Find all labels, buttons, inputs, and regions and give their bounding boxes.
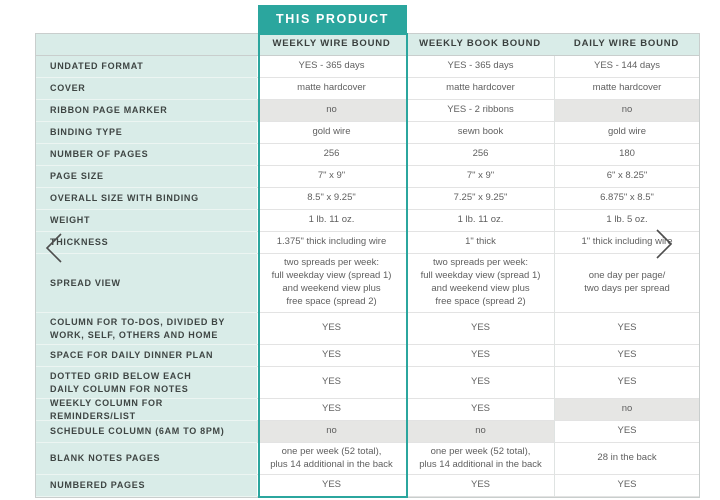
cell-value: no	[257, 421, 406, 443]
cell-value: one per week (52 total), plus 14 additio…	[257, 443, 406, 475]
table-row: SPREAD VIEW two spreads per week: full w…	[36, 254, 699, 313]
carousel-prev-button[interactable]	[43, 231, 67, 265]
table-row: OVERALL SIZE WITH BINDING 8.5" x 9.25" 7…	[36, 188, 699, 210]
table-row: THICKNESS 1.375" thick including wire 1"…	[36, 232, 699, 254]
row-label: COVER	[36, 78, 257, 100]
cell-value: YES	[554, 345, 699, 367]
row-label: UNDATED FORMAT	[36, 56, 257, 78]
row-label: SPREAD VIEW	[36, 254, 257, 313]
product-comparison-table: WEEKLY WIRE BOUND WEEKLY BOOK BOUND DAIL…	[35, 33, 700, 498]
cell-value: matte hardcover	[257, 78, 406, 100]
cell-value: two spreads per week: full weekday view …	[257, 254, 406, 313]
this-product-badge: THIS PRODUCT	[258, 5, 407, 33]
cell-value: 256	[406, 144, 554, 166]
cell-value: two spreads per week: full weekday view …	[406, 254, 554, 313]
row-label: BLANK NOTES PAGES	[36, 443, 257, 475]
table-row: BLANK NOTES PAGES one per week (52 total…	[36, 443, 699, 475]
table-row: UNDATED FORMAT YES - 365 days YES - 365 …	[36, 56, 699, 78]
cell-value: YES - 365 days	[257, 56, 406, 78]
cell-value: gold wire	[257, 122, 406, 144]
cell-value: sewn book	[406, 122, 554, 144]
row-label: DOTTED GRID BELOW EACH DAILY COLUMN FOR …	[36, 367, 257, 399]
cell-value: one per week (52 total), plus 14 additio…	[406, 443, 554, 475]
cell-value: YES	[257, 475, 406, 497]
cell-value: 1" thick including wire	[554, 232, 699, 254]
cell-value: YES	[406, 345, 554, 367]
row-label: NUMBER OF PAGES	[36, 144, 257, 166]
row-label: PAGE SIZE	[36, 166, 257, 188]
cell-value: 1 lb. 11 oz.	[406, 210, 554, 232]
cell-value: 180	[554, 144, 699, 166]
row-label: NUMBERED PAGES	[36, 475, 257, 497]
cell-value: 1 lb. 5 oz.	[554, 210, 699, 232]
cell-value: YES	[406, 475, 554, 497]
table-row: PAGE SIZE 7" x 9" 7" x 9" 6" x 8.25"	[36, 166, 699, 188]
cell-value: no	[406, 421, 554, 443]
cell-value: 6.875" x 8.5"	[554, 188, 699, 210]
chevron-right-icon	[653, 228, 677, 260]
cell-value: 28 in the back	[554, 443, 699, 475]
cell-value: YES	[406, 399, 554, 421]
row-label: COLUMN FOR TO-DOS, DIVIDED BY WORK, SELF…	[36, 313, 257, 345]
column-header-weekly-book-bound: WEEKLY BOOK BOUND	[406, 34, 554, 56]
row-label: WEEKLY COLUMN FOR REMINDERS/LIST	[36, 398, 257, 421]
row-label: SPACE FOR DAILY DINNER PLAN	[36, 345, 257, 367]
table-header-row: WEEKLY WIRE BOUND WEEKLY BOOK BOUND DAIL…	[36, 34, 699, 56]
chevron-left-icon	[43, 232, 67, 264]
table-row: WEIGHT 1 lb. 11 oz. 1 lb. 11 oz. 1 lb. 5…	[36, 210, 699, 232]
cell-value: YES	[257, 399, 406, 421]
cell-value: YES	[257, 313, 406, 345]
row-label: WEIGHT	[36, 210, 257, 232]
cell-value: 1.375" thick including wire	[257, 232, 406, 254]
cell-value: YES - 2 ribbons	[406, 100, 554, 122]
table-row: WEEKLY COLUMN FOR REMINDERS/LIST YES YES…	[36, 398, 699, 421]
carousel-next-button[interactable]	[653, 227, 677, 261]
column-header-daily-wire-bound: DAILY WIRE BOUND	[554, 34, 699, 56]
cell-value: gold wire	[554, 122, 699, 144]
cell-value: 7" x 9"	[406, 166, 554, 188]
cell-value: 8.5" x 9.25"	[257, 188, 406, 210]
cell-value: one day per page/ two days per spread	[554, 254, 699, 313]
cell-value: 256	[257, 144, 406, 166]
header-corner-cell	[36, 34, 257, 56]
cell-value: no	[257, 100, 406, 122]
table-row: DOTTED GRID BELOW EACH DAILY COLUMN FOR …	[36, 367, 699, 399]
cell-value: 7.25" x 9.25"	[406, 188, 554, 210]
column-header-weekly-wire-bound: WEEKLY WIRE BOUND	[257, 34, 406, 56]
cell-value: 1 lb. 11 oz.	[257, 210, 406, 232]
row-label: BINDING TYPE	[36, 122, 257, 144]
cell-value: YES	[257, 367, 406, 399]
cell-value: matte hardcover	[554, 78, 699, 100]
table-row: RIBBON PAGE MARKER no YES - 2 ribbons no	[36, 100, 699, 122]
row-label: OVERALL SIZE WITH BINDING	[36, 188, 257, 210]
table-row: COVER matte hardcover matte hardcover ma…	[36, 78, 699, 100]
row-label: RIBBON PAGE MARKER	[36, 100, 257, 122]
table-row: COLUMN FOR TO-DOS, DIVIDED BY WORK, SELF…	[36, 313, 699, 345]
table-row: NUMBER OF PAGES 256 256 180	[36, 144, 699, 166]
cell-value: YES	[554, 367, 699, 399]
cell-value: YES - 144 days	[554, 56, 699, 78]
table-row: BINDING TYPE gold wire sewn book gold wi…	[36, 122, 699, 144]
cell-value: YES - 365 days	[406, 56, 554, 78]
cell-value: no	[554, 399, 699, 421]
cell-value: matte hardcover	[406, 78, 554, 100]
table-row: SCHEDULE COLUMN (6AM TO 8PM) no no YES	[36, 421, 699, 443]
cell-value: YES	[406, 313, 554, 345]
cell-value: no	[554, 100, 699, 122]
cell-value: YES	[257, 345, 406, 367]
cell-value: YES	[554, 421, 699, 443]
cell-value: YES	[406, 367, 554, 399]
cell-value: 7" x 9"	[257, 166, 406, 188]
row-label: SCHEDULE COLUMN (6AM TO 8PM)	[36, 421, 257, 443]
cell-value: YES	[554, 313, 699, 345]
row-label: THICKNESS	[36, 232, 257, 254]
cell-value: 1" thick	[406, 232, 554, 254]
table-row: SPACE FOR DAILY DINNER PLAN YES YES YES	[36, 345, 699, 367]
table-row: NUMBERED PAGES YES YES YES	[36, 475, 699, 497]
cell-value: 6" x 8.25"	[554, 166, 699, 188]
cell-value: YES	[554, 475, 699, 497]
